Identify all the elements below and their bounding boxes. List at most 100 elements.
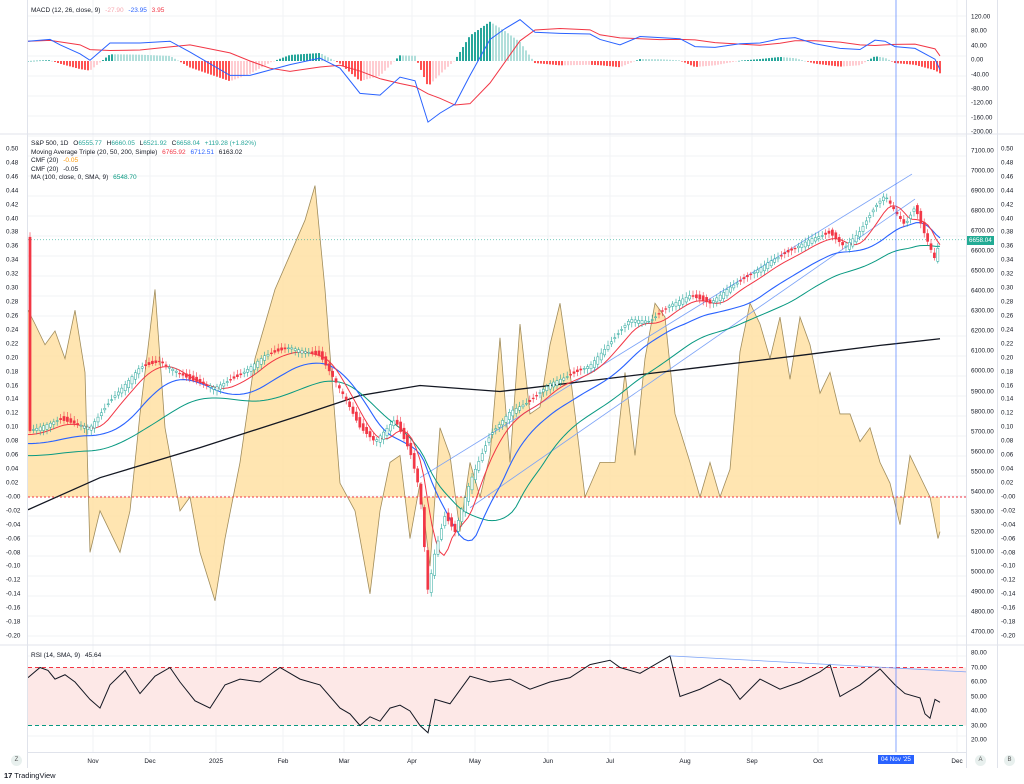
axis-tick: 0.10 <box>6 423 19 431</box>
time-label: Dec <box>144 758 156 765</box>
axis-tick: 0.26 <box>6 312 19 320</box>
axis-tick: 5700.00 <box>971 428 994 436</box>
time-label: Nov <box>87 758 99 765</box>
time-label: Jul <box>605 758 615 765</box>
cmf1-value: -0.05 <box>63 157 79 164</box>
axis-tick: 0.22 <box>6 340 19 348</box>
axis-tick: 30.00 <box>971 722 987 729</box>
axis-tick: 0.28 <box>6 298 19 306</box>
rsi-price-axis[interactable]: 80.00 70.00 60.00 50.00 40.00 30.00 20.00 <box>967 645 1024 752</box>
tradingview-logo-icon: 17 <box>4 771 13 780</box>
axis-tick: 0.00 <box>971 56 984 64</box>
main-legend[interactable]: S&P 500, 1D O6555.77 H6660.05 L6521.92 C… <box>31 140 259 183</box>
axis-tick: 50.00 <box>971 693 987 700</box>
axis-tick: 0.10 <box>1001 423 1014 431</box>
axis-tick: 0.50 <box>1001 145 1014 153</box>
time-label: 2025 <box>208 758 224 765</box>
cmf-axis-right[interactable]: 0.50 0.48 0.46 0.44 0.42 0.40 0.38 0.36 0.34 0.32… <box>999 135 1024 645</box>
axis-tick: 0.18 <box>1001 368 1014 376</box>
ma50-value: 6712.51 <box>190 148 214 156</box>
axis-tick: 0.06 <box>6 451 19 459</box>
axis-tick: 6900.00 <box>971 187 994 195</box>
axis-tick: -0.16 <box>6 604 21 612</box>
cmf2-row[interactable]: CMF (20) -0.05 <box>31 166 259 175</box>
axis-tick: 6500.00 <box>971 267 994 275</box>
axis-tick: 0.28 <box>1001 298 1014 306</box>
axis-tick: 0.12 <box>1001 409 1014 417</box>
axis-tick: 60.00 <box>971 678 987 686</box>
axis-tick: -0.12 <box>1001 576 1016 584</box>
axis-tick: -0.08 <box>1001 549 1016 556</box>
axis-tick: 20.00 <box>971 736 987 744</box>
axis-tick: 5200.00 <box>971 528 994 536</box>
axis-tick: 0.34 <box>1001 256 1014 264</box>
log-scale-button[interactable]: B <box>1004 755 1015 766</box>
tradingview-logo[interactable]: 17 TradingView <box>4 771 56 780</box>
axis-tick: 6600.00 <box>971 247 994 255</box>
time-label: Feb <box>277 758 289 765</box>
symbol-ohlc-row[interactable]: S&P 500, 1D O6555.77 H6660.05 L6521.92 C… <box>31 140 259 149</box>
symbol-title[interactable]: S&P 500, 1D <box>31 140 69 147</box>
axis-tick: 0.22 <box>1001 340 1014 348</box>
timezone-button[interactable]: Z <box>11 755 22 766</box>
axis-tick: 0.48 <box>6 159 19 167</box>
axis-tick: 0.44 <box>1001 187 1014 195</box>
rsi-title: RSI (14, SMA, 9) <box>31 652 81 659</box>
axis-tick: -0.14 <box>6 590 21 598</box>
axis-tick: -0.10 <box>1001 562 1016 570</box>
auto-scale-button[interactable]: A <box>975 755 986 766</box>
axis-tick: 4800.00 <box>971 608 994 616</box>
ma200-value: 6163.02 <box>218 148 243 156</box>
axis-tick: 6300.00 <box>971 307 994 315</box>
axis-tick: 0.24 <box>6 326 19 334</box>
axis-tick: 0.08 <box>6 437 19 445</box>
cmf-axis-left[interactable]: 0.50 0.48 0.46 0.44 0.42 0.40 0.38 0.36 0.34 0.32… <box>0 135 27 645</box>
ma-triple-row[interactable]: Moving Average Triple (20, 50, 200, Simp… <box>31 149 259 158</box>
axis-tick: -0.02 <box>1001 507 1016 515</box>
time-label: Mar <box>338 758 350 765</box>
axis-tick: 5100.00 <box>971 548 994 556</box>
time-label: Oct <box>813 758 823 765</box>
macd-price-axis[interactable]: 120.00 80.00 40.00 0.00 -40.00 -80.00 -120.00 -… <box>967 0 1024 136</box>
axis-tick: 0.04 <box>1001 465 1014 473</box>
cmf1-row[interactable]: CMF (20) -0.05 <box>31 157 259 166</box>
axis-tick: 0.32 <box>1001 270 1014 278</box>
axis-tick: -0.04 <box>6 521 21 529</box>
axis-tick: 0.26 <box>1001 312 1014 320</box>
change-value: +119.28 (+1.82%) <box>204 140 257 147</box>
axis-tick: 0.44 <box>6 187 19 195</box>
ma100-value: 6548.70 <box>113 174 137 181</box>
ma100-row[interactable]: MA (100, close, 0, SMA, 9) 6548.70 <box>31 174 259 183</box>
axis-tick: 0.30 <box>1001 284 1014 292</box>
open-label: O6555.77 <box>73 140 102 147</box>
axis-tick: -0.08 <box>6 549 21 556</box>
axis-tick: -160.00 <box>971 114 993 122</box>
axis-tick: 80.00 <box>971 649 987 657</box>
time-axis[interactable]: Nov Dec 2025 Feb Mar Apr May Jun Jul Aug Sep Oct Dec <box>27 752 966 769</box>
axis-tick: 0.34 <box>6 256 19 264</box>
axis-tick: 0.36 <box>6 242 19 250</box>
macd-title: MACD (12, 26, close, 9) <box>31 7 101 14</box>
axis-tick: -200.00 <box>971 128 993 136</box>
axis-tick: 0.36 <box>1001 242 1014 250</box>
axis-tick: 5400.00 <box>971 488 994 496</box>
crosshair-date-tag: 04 Nov '25 <box>878 755 914 764</box>
axis-tick: -0.16 <box>1001 604 1016 612</box>
axis-tick: -0.06 <box>6 535 21 543</box>
main-price-axis[interactable]: 7100.00 7000.00 6900.00 6800.00 6700.00 6600.… <box>967 135 998 645</box>
macd-value: -23.95 <box>128 7 147 14</box>
ma-triple-title: Moving Average Triple (20, 50, 200, Simp… <box>31 148 158 156</box>
time-label: May <box>469 758 481 765</box>
axis-tick: -0.14 <box>1001 590 1016 598</box>
axis-tick: 5300.00 <box>971 508 994 516</box>
rsi-legend[interactable]: RSI (14, SMA, 9) 45.64 <box>31 652 104 661</box>
axis-tick: 5900.00 <box>971 388 994 395</box>
axis-tick: 5600.00 <box>971 448 994 456</box>
last-price-tag: 6658.04 <box>967 236 994 245</box>
time-label: Jun <box>542 758 554 765</box>
axis-tick: -0.00 <box>1001 493 1016 501</box>
macd-legend[interactable]: MACD (12, 26, close, 9) -27.90 -23.95 3.… <box>31 7 167 16</box>
axis-tick: 0.14 <box>6 395 19 403</box>
axis-tick: 4900.00 <box>971 588 994 596</box>
